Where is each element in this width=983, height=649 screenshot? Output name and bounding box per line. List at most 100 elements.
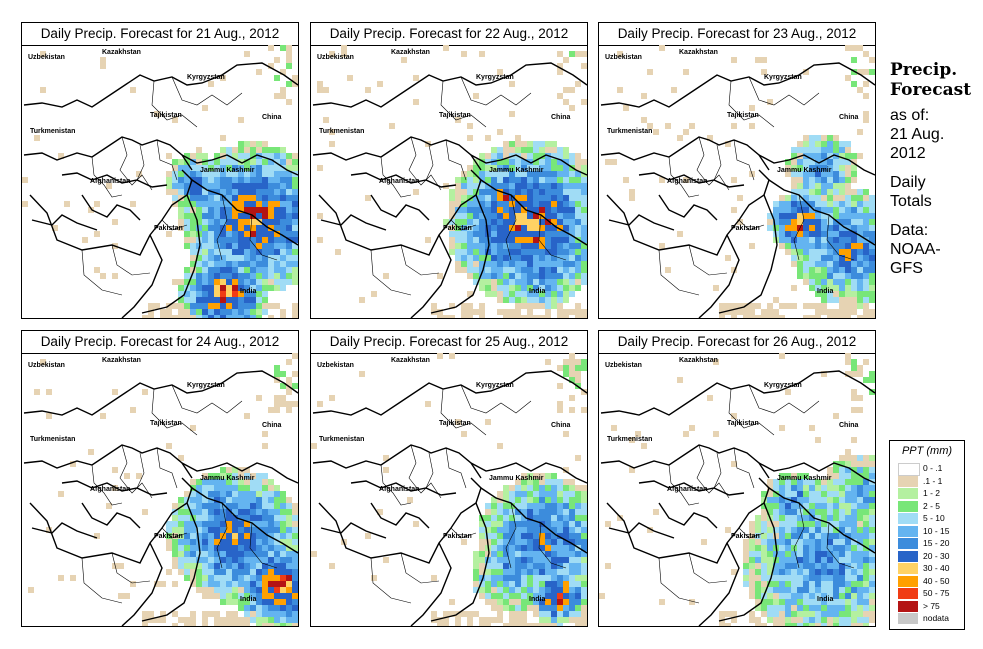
map-label-china: China	[262, 114, 282, 121]
ppt-legend: PPT (mm) 0 - .1 .1 - 1 1 - 2 2 - 5 5 - 10 10 …	[889, 440, 965, 630]
map-label-tajikistan: Tajikistan	[439, 420, 471, 427]
panel-title: Daily Precip. Forecast for 24 Aug., 2012	[22, 331, 298, 354]
map-label-jammu-kashmir: Jammu Kashmir	[200, 475, 255, 482]
map-label-uzbekistan: Uzbekistan	[317, 54, 354, 61]
asof-label: as of:	[890, 107, 930, 124]
map-label-jammu-kashmir: Jammu Kashmir	[489, 475, 544, 482]
map-label-kyrgyzstan: Kyrgyzstan	[476, 74, 514, 81]
map-label-india: India	[529, 596, 545, 603]
map-label-india: India	[240, 288, 256, 295]
map-label-india: India	[529, 288, 545, 295]
legend-label: 50 - 75	[923, 588, 950, 598]
forecast-panel-aug25: Daily Precip. Forecast for 25 Aug., 2012…	[310, 330, 588, 627]
sidebar-heading-2: Forecast	[890, 80, 972, 100]
map-label-uzbekistan: Uzbekistan	[28, 54, 65, 61]
map-label-turkmenistan: Turkmenistan	[30, 436, 75, 443]
legend-item: .1 - 1	[898, 475, 964, 487]
legend-swatch	[898, 513, 918, 524]
legend-label: nodata	[923, 613, 949, 623]
map-label-tajikistan: Tajikistan	[727, 112, 759, 119]
map-label-jammu-kashmir: Jammu Kashmir	[489, 167, 544, 174]
precip-grid	[605, 45, 875, 318]
map-label-kyrgyzstan: Kyrgyzstan	[187, 74, 225, 81]
precip-map: Uzbekistan Kazakhstan Kyrgyzstan Tajikistan…	[23, 353, 298, 626]
map-label-kyrgyzstan: Kyrgyzstan	[764, 74, 802, 81]
map-label-uzbekistan: Uzbekistan	[28, 362, 65, 369]
map-label-afghanistan: Afghanistan	[90, 178, 130, 185]
forecast-panel-aug22: Daily Precip. Forecast for 22 Aug., 2012…	[310, 22, 588, 319]
map-label-turkmenistan: Turkmenistan	[30, 128, 75, 135]
map-label-afghanistan: Afghanistan	[379, 486, 419, 493]
map-label-pakistan: Pakistan	[443, 225, 472, 232]
precip-grid	[28, 353, 298, 626]
legend-item: > 75	[898, 600, 964, 612]
map-label-tajikistan: Tajikistan	[727, 420, 759, 427]
map-label-kazakhstan: Kazakhstan	[679, 357, 718, 364]
map-label-india: India	[240, 596, 256, 603]
map-label-kazakhstan: Kazakhstan	[102, 49, 141, 56]
legend-item: nodata	[898, 613, 964, 624]
precip-map: Uzbekistan Kazakhstan Kyrgyzstan Tajikistan…	[599, 353, 875, 626]
sidebar-heading-1: Precip.	[890, 60, 958, 80]
legend-label: > 75	[923, 600, 940, 611]
legend-label: .1 - 1	[923, 475, 943, 486]
precip-grid	[317, 45, 587, 318]
forecast-panel-aug23: Daily Precip. Forecast for 23 Aug., 2012…	[598, 22, 876, 319]
map-label-uzbekistan: Uzbekistan	[317, 362, 354, 369]
map-label-kazakhstan: Kazakhstan	[391, 357, 430, 364]
data-source-1: NOAA-	[890, 241, 941, 258]
panel-title: Daily Precip. Forecast for 22 Aug., 2012	[311, 23, 587, 46]
legend-swatch	[898, 575, 918, 587]
data-label: Data:	[890, 222, 929, 239]
map-label-kyrgyzstan: Kyrgyzstan	[187, 382, 225, 389]
map-label-jammu-kashmir: Jammu Kashmir	[777, 167, 832, 174]
map-label-afghanistan: Afghanistan	[667, 178, 707, 185]
legend-label: 15 - 20	[923, 538, 950, 548]
legend-item: 0 - .1	[898, 463, 964, 476]
legend-swatch	[898, 600, 918, 612]
asof-date: 21 Aug.	[890, 126, 945, 143]
legend-item: 5 - 10	[898, 513, 964, 524]
legend-label: 30 - 40	[923, 563, 950, 573]
legend-swatch	[898, 500, 918, 512]
map-label-turkmenistan: Turkmenistan	[319, 436, 364, 443]
legend-swatch	[898, 475, 918, 487]
daily-label: Daily	[890, 174, 926, 191]
map-label-afghanistan: Afghanistan	[90, 486, 130, 493]
legend-item: 15 - 20	[898, 538, 964, 549]
legend-item: 10 - 15	[898, 525, 964, 537]
totals-label: Totals	[890, 193, 932, 210]
map-label-tajikistan: Tajikistan	[150, 112, 182, 119]
precip-grid	[22, 45, 298, 318]
legend-label: 10 - 15	[923, 525, 950, 536]
map-label-afghanistan: Afghanistan	[379, 178, 419, 185]
map-label-kyrgyzstan: Kyrgyzstan	[476, 382, 514, 389]
legend-item: 40 - 50	[898, 575, 964, 587]
precip-map: Uzbekistan Kazakhstan Kyrgyzstan Tajikistan…	[312, 45, 587, 318]
map-label-uzbekistan: Uzbekistan	[605, 54, 642, 61]
panel-title: Daily Precip. Forecast for 23 Aug., 2012	[599, 23, 875, 46]
map-label-india: India	[817, 288, 833, 295]
map-label-kazakhstan: Kazakhstan	[102, 357, 141, 364]
country-borders	[600, 62, 875, 318]
map-label-turkmenistan: Turkmenistan	[607, 436, 652, 443]
map-label-china: China	[839, 422, 859, 429]
map-label-china: China	[551, 114, 571, 121]
map-label-tajikistan: Tajikistan	[439, 112, 471, 119]
precip-map: Uzbekistan Kazakhstan Kyrgyzstan Tajikistan…	[22, 45, 298, 318]
map-label-jammu-kashmir: Jammu Kashmir	[777, 475, 832, 482]
legend-swatch	[898, 488, 918, 499]
legend-label: 2 - 5	[923, 500, 941, 511]
map-label-china: China	[551, 422, 571, 429]
legend-swatch	[898, 538, 918, 549]
map-label-pakistan: Pakistan	[731, 533, 760, 540]
panel-title: Daily Precip. Forecast for 25 Aug., 2012	[311, 331, 587, 354]
asof-year: 2012	[890, 145, 926, 162]
data-source-2: GFS	[890, 260, 923, 277]
map-label-kazakhstan: Kazakhstan	[391, 49, 430, 56]
country-borders	[600, 370, 875, 626]
map-label-tajikistan: Tajikistan	[150, 420, 182, 427]
legend-swatch	[898, 613, 918, 624]
map-label-kazakhstan: Kazakhstan	[679, 49, 718, 56]
map-label-kyrgyzstan: Kyrgyzstan	[764, 382, 802, 389]
